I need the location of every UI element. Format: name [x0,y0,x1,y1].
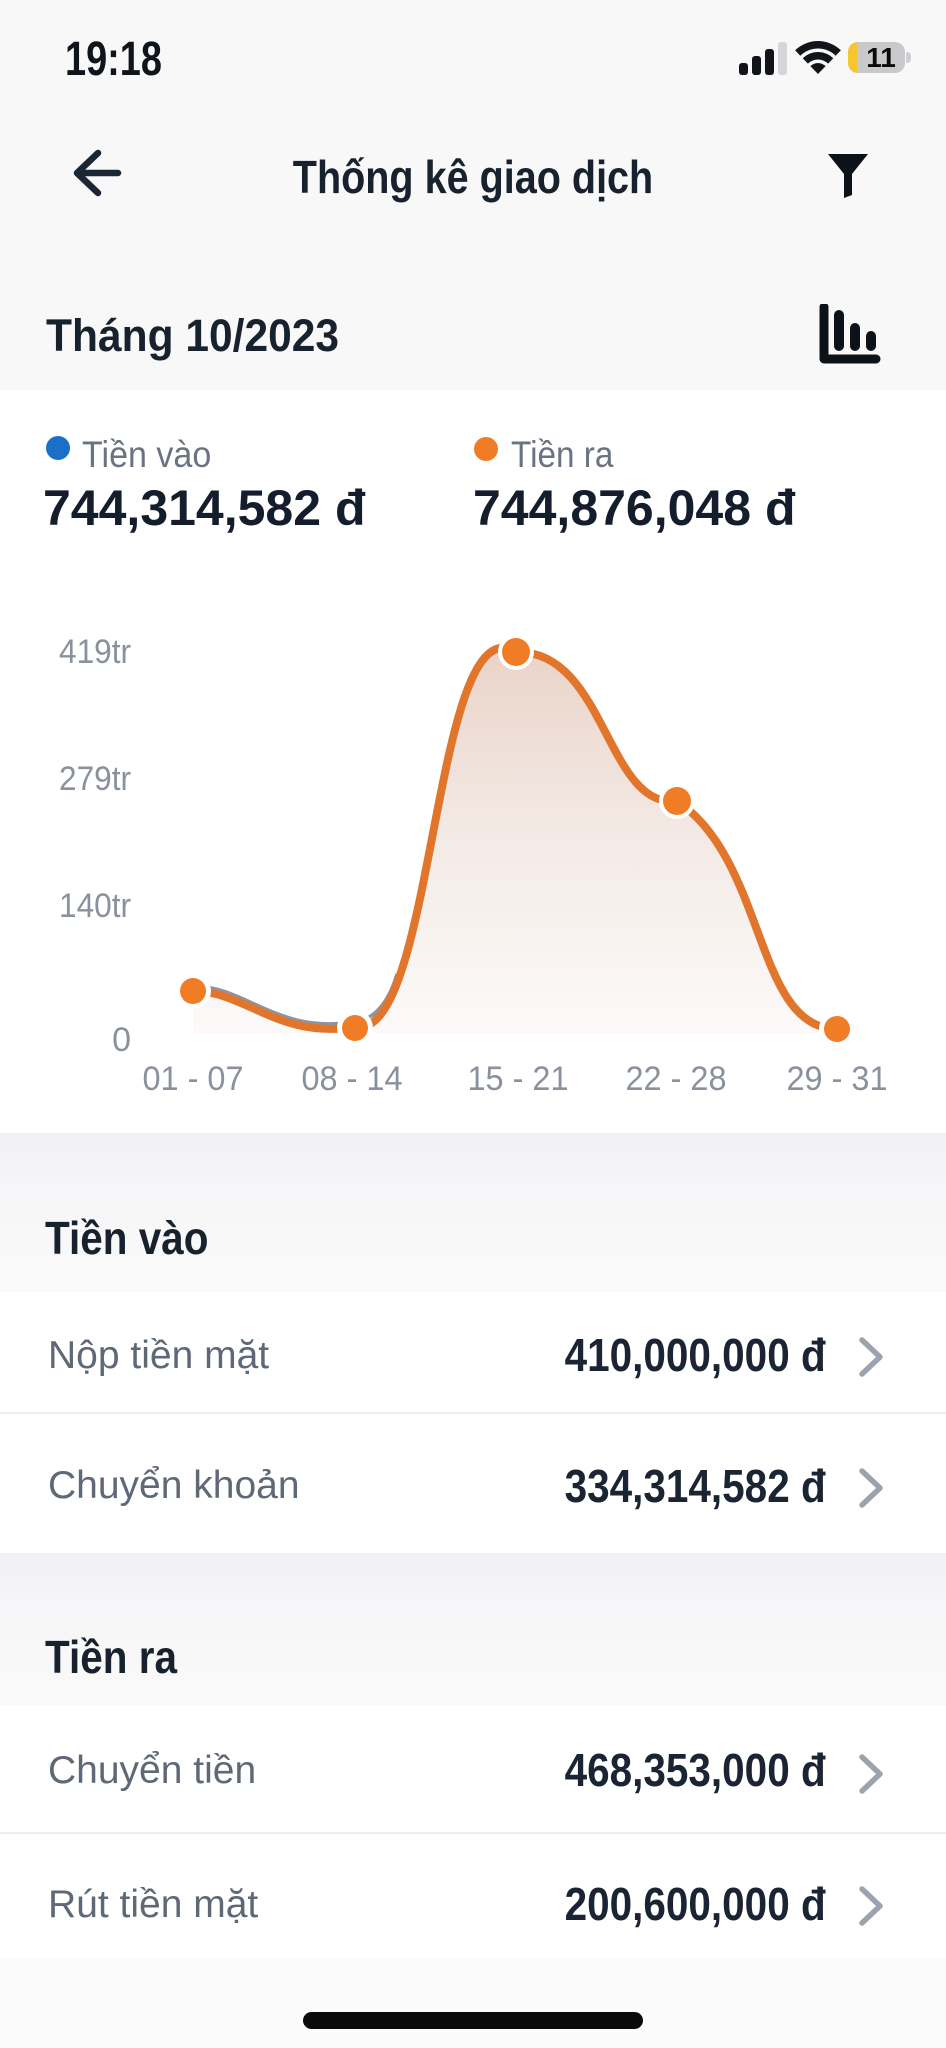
svg-text:140tr: 140tr [59,887,131,925]
svg-text:279tr: 279tr [59,760,131,798]
svg-text:08 - 14: 08 - 14 [302,1060,403,1098]
svg-text:419tr: 419tr [59,633,131,671]
svg-text:0: 0 [112,1021,131,1059]
svg-text:01 - 07: 01 - 07 [143,1060,244,1098]
svg-text:15 - 21: 15 - 21 [468,1060,569,1098]
svg-text:22 - 28: 22 - 28 [626,1060,727,1098]
svg-text:29 - 31: 29 - 31 [787,1060,888,1098]
